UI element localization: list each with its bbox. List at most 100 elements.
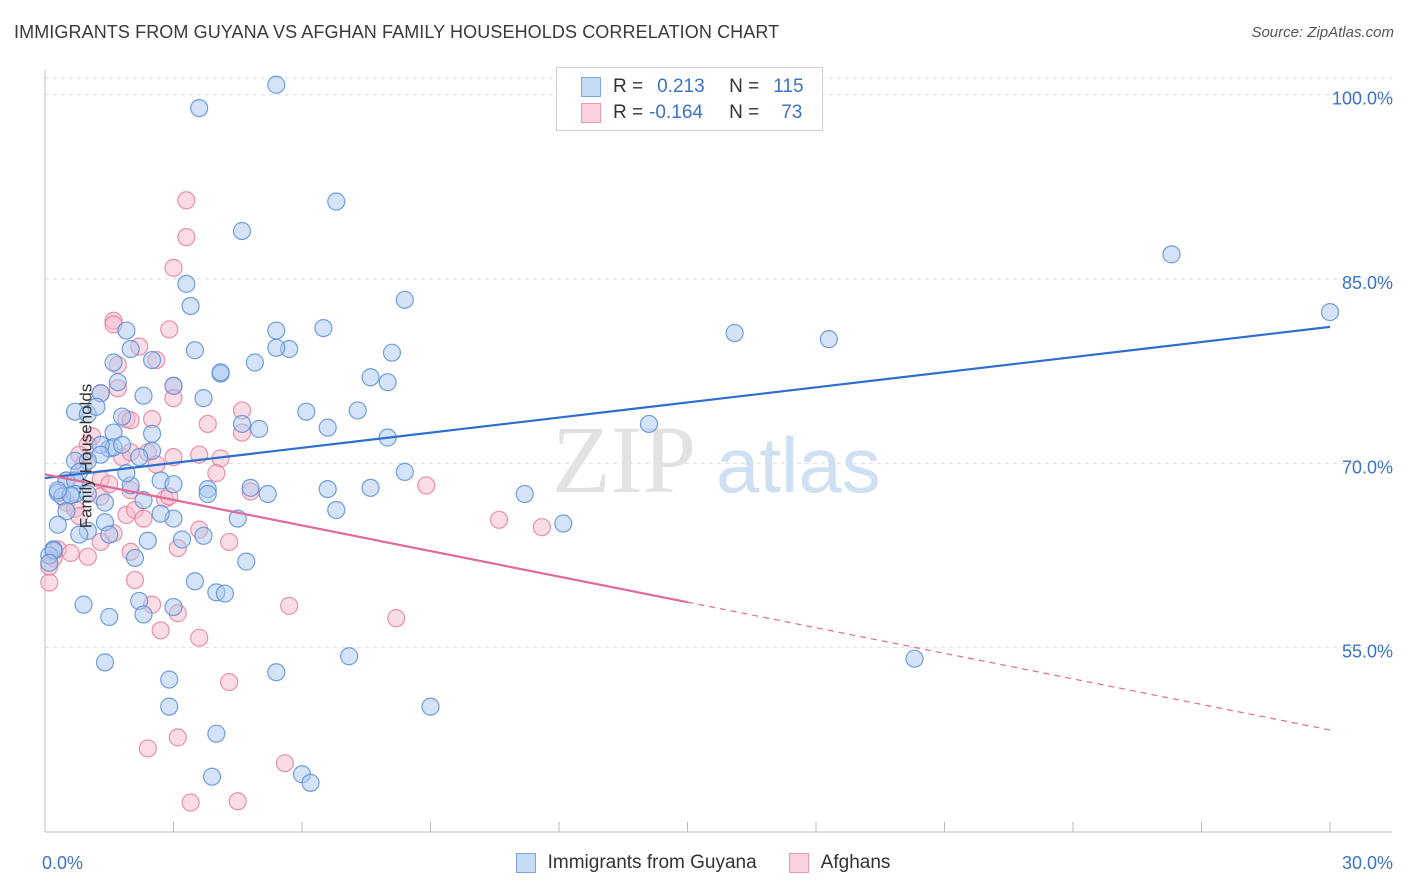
afghans-point — [40, 573, 59, 592]
guyana-point — [134, 605, 153, 624]
y-tick-label: 55.0% — [1342, 642, 1393, 662]
legend-n-label: N = — [729, 102, 760, 123]
guyana-point — [130, 448, 149, 467]
afghans-point — [220, 672, 239, 692]
guyana-point — [181, 296, 200, 316]
afghans-point — [78, 547, 97, 566]
afghans-point — [151, 621, 170, 640]
y-tick-label: 100.0% — [1332, 89, 1393, 109]
legend-r-label: R = — [613, 102, 644, 123]
watermark-zip: ZIP — [552, 406, 696, 513]
afghans-point — [220, 532, 239, 552]
guyana-point — [198, 484, 217, 504]
guyana-point — [125, 548, 145, 568]
guyana-point — [164, 597, 183, 617]
guyana-point — [725, 323, 744, 343]
guyana-point — [318, 418, 337, 437]
guyana-point — [211, 363, 230, 382]
guyana-point — [241, 478, 260, 497]
guyana-point — [112, 407, 132, 426]
afghans-point — [177, 228, 196, 247]
guyana-point — [48, 481, 67, 500]
afghans-point — [100, 475, 119, 494]
guyana-point — [382, 343, 402, 362]
guyana-point — [100, 607, 119, 627]
afghans-point — [207, 464, 226, 483]
guyana-trend-line — [44, 325, 1331, 480]
afghans-point — [160, 320, 179, 339]
guyana-point — [172, 530, 192, 549]
guyana-point — [190, 98, 209, 118]
guyana-point — [554, 514, 573, 533]
guyana-point — [57, 502, 76, 521]
afghans-trend-extension — [687, 601, 1331, 731]
guyana-point — [237, 552, 256, 571]
guyana-point — [160, 670, 179, 689]
guyana-point — [95, 653, 115, 672]
guyana-point — [905, 649, 924, 668]
afghans-point — [190, 628, 209, 647]
guyana-point — [95, 493, 115, 512]
guyana-point — [232, 414, 252, 434]
guyana-point — [515, 484, 534, 504]
guyana-point — [207, 724, 226, 743]
guyana-point — [639, 414, 659, 434]
guyana-point — [142, 424, 162, 443]
guyana-point — [258, 484, 277, 504]
afghans-point — [61, 543, 80, 563]
guyana-point — [112, 435, 132, 454]
guyana-point — [327, 192, 346, 211]
guyana-point — [361, 478, 380, 497]
guyana-point — [1162, 245, 1181, 264]
guyana-point — [232, 221, 252, 241]
guyana-point — [40, 553, 59, 572]
guyana-point — [164, 376, 183, 395]
guyana-point — [395, 290, 414, 309]
watermark-atlas: atlas — [716, 421, 881, 509]
series-legend-afghans[interactable]: Afghans — [788, 852, 891, 874]
watermark: ZIP atlas — [552, 406, 881, 513]
legend-n-value: 73 — [781, 102, 803, 123]
guyana-point — [104, 353, 123, 372]
afghans-point — [228, 792, 247, 811]
series-label: Afghans — [820, 852, 891, 873]
guyana-point — [267, 338, 286, 357]
series-swatch-blue — [515, 853, 536, 873]
guyana-point — [177, 274, 196, 293]
afghans-trend-line — [44, 473, 688, 604]
y-tick-label: 70.0% — [1342, 457, 1393, 477]
guyana-point — [134, 386, 153, 405]
legend-row-afghans: R = -0.164 N = 73 — [581, 101, 802, 125]
legend-row-guyana: R = 0.213 N = 115 — [581, 75, 804, 99]
series-label: Immigrants from Guyana — [547, 852, 757, 873]
guyana-point — [108, 373, 127, 392]
legend-r-value: -0.164 — [649, 102, 703, 123]
source-credit: Source: ZipAtlas.com — [1251, 24, 1394, 41]
guyana-point — [138, 531, 157, 550]
stats-legend: R = 0.213 N = 115 R = -0.164 N = 73 — [556, 67, 823, 131]
trend-lines — [44, 325, 1331, 731]
afghans-point — [489, 510, 509, 529]
guyana-point — [78, 484, 97, 504]
guyana-point — [185, 572, 205, 591]
guyana-point — [361, 368, 380, 387]
guyana-point — [48, 515, 67, 534]
guyana-point — [395, 462, 414, 481]
guyana-point — [202, 767, 222, 786]
series-legend-guyana[interactable]: Immigrants from Guyana — [515, 852, 757, 874]
guyana-point — [164, 475, 183, 494]
afghans-point — [134, 509, 153, 528]
afghans-point — [164, 258, 183, 277]
y-axis-label: Family Households — [76, 383, 96, 529]
legend-n-label: N = — [729, 76, 760, 97]
guyana-point — [314, 318, 333, 338]
axes — [44, 70, 1392, 833]
series-legend: Immigrants from Guyana Afghans — [0, 852, 1406, 874]
legend-swatch-blue — [581, 77, 601, 97]
guyana-point — [378, 373, 397, 392]
guyana-point — [327, 500, 346, 520]
guyana-point — [215, 584, 234, 603]
guyana-point — [194, 526, 213, 545]
guyana-point — [250, 419, 269, 438]
